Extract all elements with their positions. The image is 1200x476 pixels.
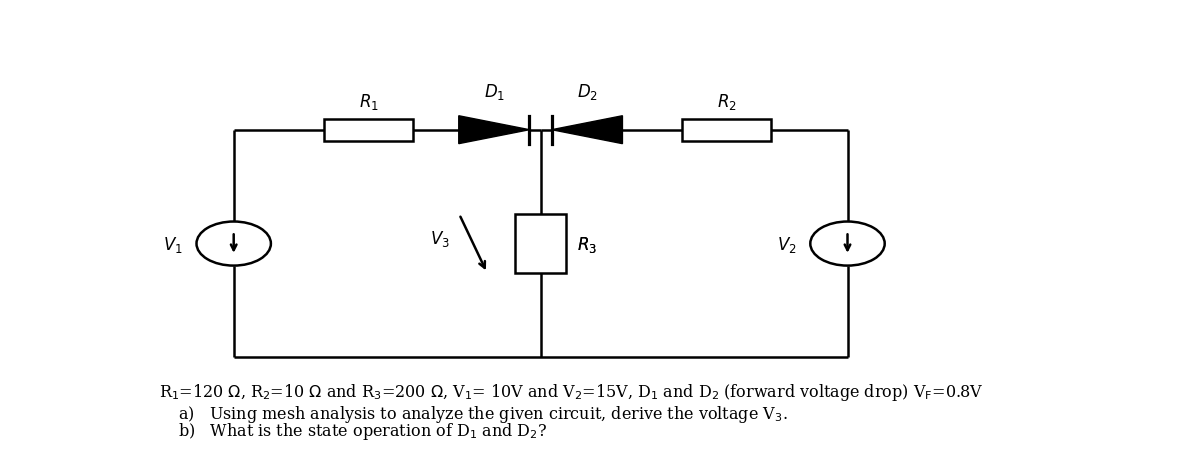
- Bar: [515, 215, 566, 273]
- Text: $R_1$: $R_1$: [359, 92, 378, 112]
- Polygon shape: [552, 117, 623, 144]
- Text: $D_1$: $D_1$: [484, 82, 505, 102]
- Text: R$_1$=120 $\Omega$, R$_2$=10 $\Omega$ and R$_3$=200 $\Omega$, V$_1$= 10V and V$_: R$_1$=120 $\Omega$, R$_2$=10 $\Omega$ an…: [160, 381, 984, 402]
- Bar: [683, 119, 770, 141]
- Text: $V_1$: $V_1$: [163, 234, 182, 254]
- Text: $D_2$: $D_2$: [576, 82, 598, 102]
- Polygon shape: [458, 117, 529, 144]
- Ellipse shape: [810, 222, 884, 266]
- Text: $R_2$: $R_2$: [716, 92, 737, 112]
- Text: b)   What is the state operation of D$_1$ and D$_2$?: b) What is the state operation of D$_1$ …: [178, 420, 547, 441]
- Bar: [324, 119, 413, 141]
- Ellipse shape: [197, 222, 271, 266]
- Text: $V_2$: $V_2$: [776, 234, 797, 254]
- Text: a)   Using mesh analysis to analyze the given circuit, derive the voltage V$_3$.: a) Using mesh analysis to analyze the gi…: [178, 404, 787, 425]
- Text: $R_3$: $R_3$: [577, 234, 598, 254]
- Text: $V_3$: $V_3$: [430, 228, 450, 248]
- Text: $R_3$: $R_3$: [577, 234, 598, 254]
